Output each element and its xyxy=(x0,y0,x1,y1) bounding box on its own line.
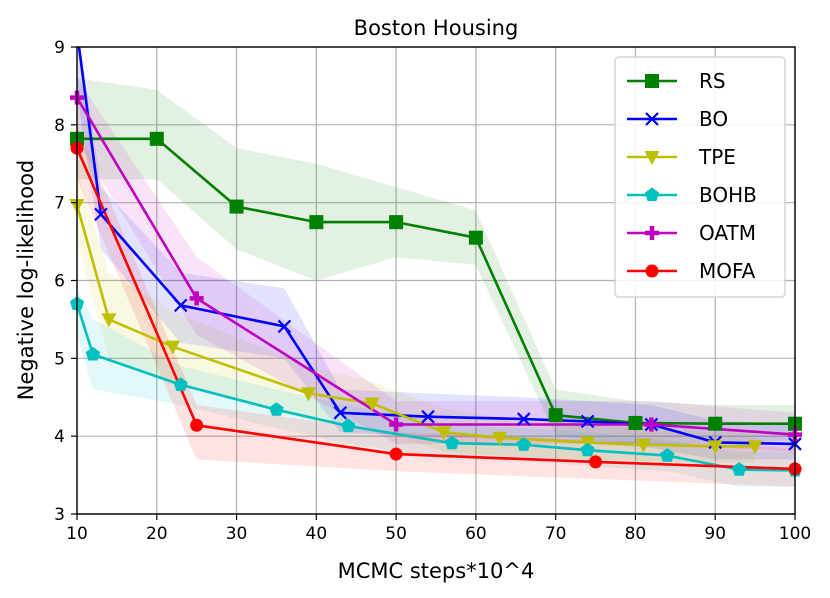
tpe-band xyxy=(77,171,756,463)
legend-mofa-label: MOFA xyxy=(699,259,756,283)
tpe-point xyxy=(747,440,763,455)
bohb-point xyxy=(516,437,531,451)
rs-point xyxy=(229,199,244,214)
x-tick-label: 40 xyxy=(306,524,328,544)
legend-bohb-label: BOHB xyxy=(699,183,757,207)
legend-bo-label: BO xyxy=(699,107,728,131)
oatm-band xyxy=(77,78,795,452)
x-tick-label: 30 xyxy=(226,524,248,544)
x-axis-ticks: 10 20 30 40 50 60 70 80 90 100 xyxy=(66,514,811,544)
mofa-point xyxy=(589,455,603,469)
y-axis-ticks: 3 4 5 6 7 8 9 xyxy=(54,38,77,525)
bohb-point xyxy=(173,377,188,391)
bohb-point xyxy=(660,448,675,462)
x-tick-label: 50 xyxy=(385,524,407,544)
bohb-band xyxy=(77,288,795,487)
mofa-band xyxy=(77,124,795,487)
x-tick-label: 90 xyxy=(704,524,726,544)
rs-point xyxy=(628,415,643,430)
x-tick-label: 20 xyxy=(146,524,168,544)
tpe-point xyxy=(300,387,316,402)
rs-point xyxy=(708,416,723,431)
legend-oatm-label: OATM xyxy=(699,221,756,245)
bohb-point xyxy=(269,402,284,416)
oatm-point xyxy=(644,417,659,432)
bohb-point xyxy=(732,462,747,476)
bohb-point xyxy=(341,418,356,433)
legend: RS BO TPE BOHB OATM MOFA xyxy=(614,56,786,298)
tpe-point xyxy=(707,440,723,455)
bo-point xyxy=(94,207,108,222)
confidence-bands xyxy=(77,47,795,487)
y-tick-label: 6 xyxy=(54,272,65,292)
mofa-point xyxy=(389,447,403,461)
bo-point xyxy=(580,414,595,429)
rs-point xyxy=(149,131,164,146)
x-tick-label: 70 xyxy=(545,524,567,544)
y-tick-label: 3 xyxy=(54,505,65,525)
oatm-point xyxy=(389,417,404,432)
oatm-point xyxy=(189,291,204,306)
bo-point xyxy=(333,406,348,420)
bo-point xyxy=(277,319,292,334)
legend-oatm-marker xyxy=(645,226,659,240)
bo-point xyxy=(421,409,435,424)
rs-point xyxy=(468,230,483,245)
bohb-point xyxy=(444,435,460,450)
x-tick-label: 60 xyxy=(465,524,487,544)
bo-point xyxy=(173,298,188,313)
legend-rs-marker xyxy=(645,74,659,88)
legend-bo-marker xyxy=(645,112,659,126)
y-axis-label: Negative log-likelihood xyxy=(14,160,38,401)
legend-bohb-marker xyxy=(644,187,660,202)
x-tick-label: 100 xyxy=(779,524,811,544)
chart-title: Boston Housing xyxy=(354,16,519,40)
rs-point xyxy=(548,408,563,423)
rs-point xyxy=(389,215,404,230)
tpe-point xyxy=(635,438,651,453)
tpe-point xyxy=(165,340,181,355)
rs-point xyxy=(309,215,324,230)
mofa-point xyxy=(190,418,204,432)
y-tick-label: 5 xyxy=(54,349,65,369)
y-tick-label: 4 xyxy=(54,427,65,447)
tpe-point xyxy=(436,426,452,441)
rs-line xyxy=(77,137,795,426)
series-markers xyxy=(69,90,803,477)
bohb-point xyxy=(85,346,101,361)
legend-tpe-label: TPE xyxy=(698,145,736,169)
tpe-point xyxy=(492,431,508,446)
bo-point xyxy=(516,412,531,426)
legend-rs-label: RS xyxy=(699,69,726,93)
tpe-point xyxy=(101,313,117,328)
legend-box xyxy=(614,56,786,298)
legend-mofa-marker xyxy=(645,264,659,278)
x-tick-label: 10 xyxy=(66,524,88,544)
y-tick-label: 7 xyxy=(54,194,65,214)
legend-tpe-marker xyxy=(644,151,660,165)
y-tick-label: 9 xyxy=(54,38,65,58)
x-axis-label: MCMC steps*10^4 xyxy=(338,559,535,583)
rs-band xyxy=(77,78,795,444)
x-tick-label: 80 xyxy=(625,524,647,544)
y-tick-label: 8 xyxy=(54,116,65,136)
bohb-point xyxy=(580,442,595,457)
tpe-point xyxy=(364,397,380,412)
